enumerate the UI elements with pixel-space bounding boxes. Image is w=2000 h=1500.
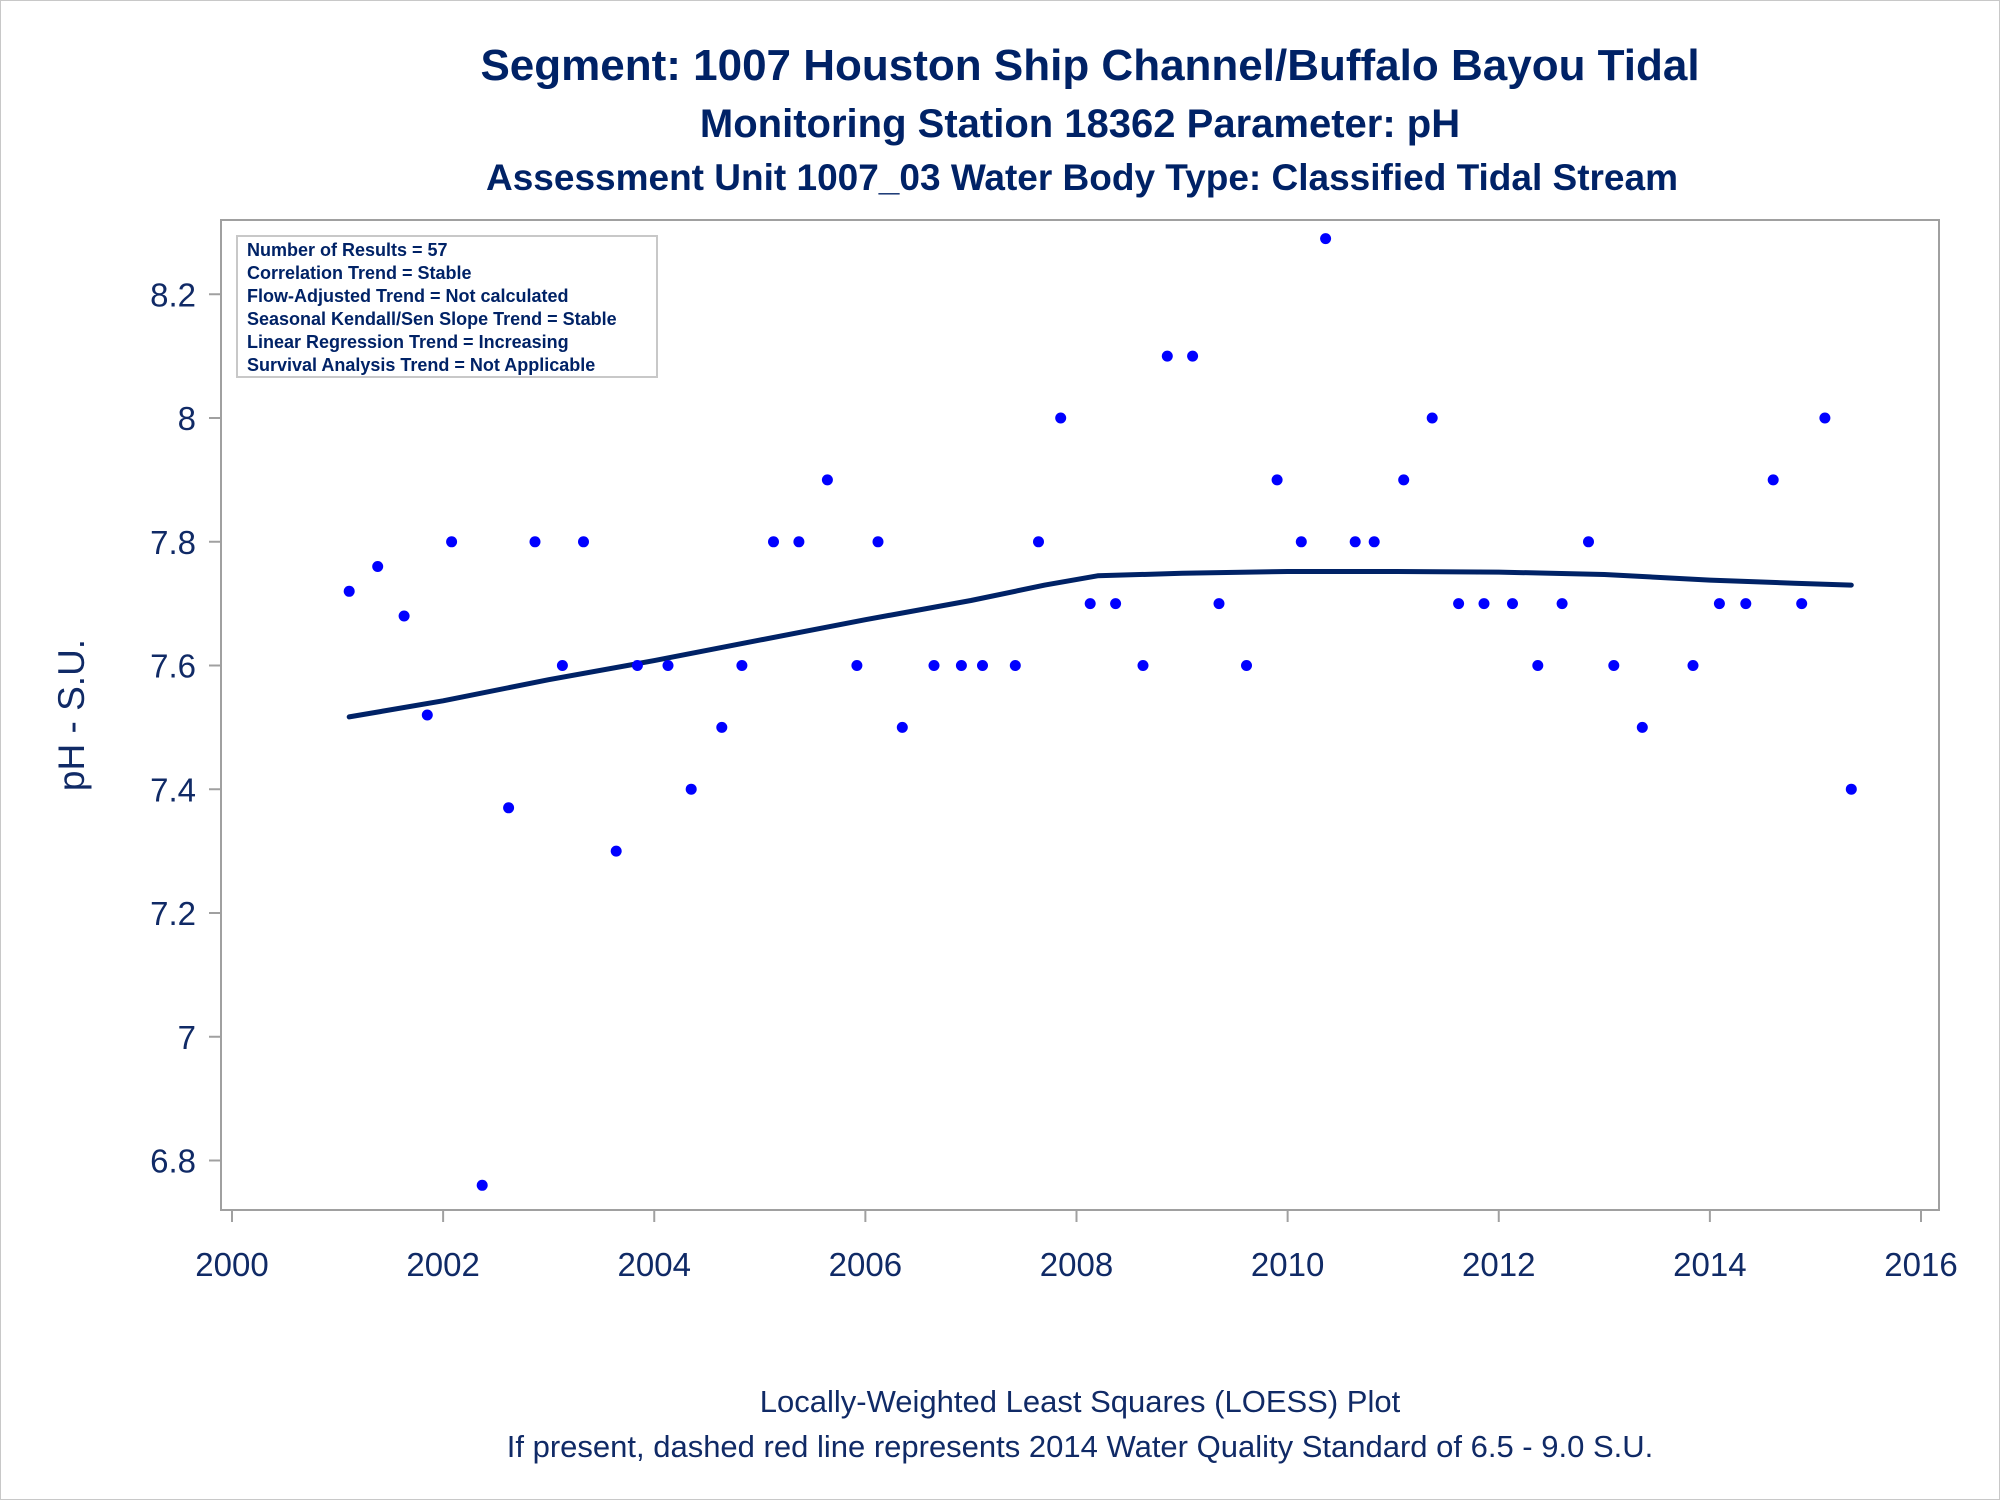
data-point [1583, 536, 1594, 548]
y-tick-label: 6.8 [150, 1143, 196, 1180]
data-point [1349, 536, 1361, 548]
data-point [955, 660, 967, 671]
legend-line: Number of Results = 57 [247, 240, 448, 260]
data-point [793, 536, 805, 548]
data-point [1532, 660, 1544, 671]
data-point [821, 474, 833, 486]
x-axis: 2000 2002 2004 2006 2008 2010 2012 2014 2016 [195, 1210, 1958, 1283]
data-point [1320, 233, 1332, 245]
data-point [1426, 412, 1438, 424]
data-point [476, 1179, 488, 1191]
plot-area [220, 219, 1940, 1211]
footnote-standard: If present, dashed red line represents 2… [507, 1429, 1654, 1464]
y-tick-label: 7.8 [150, 524, 196, 561]
data-point [1110, 598, 1122, 610]
legend-line: Flow-Adjusted Trend = Not calculated [247, 286, 569, 306]
data-point [1213, 598, 1225, 610]
data-point [1137, 660, 1149, 671]
data-point [1009, 660, 1021, 671]
data-point [1033, 536, 1044, 548]
data-point [736, 660, 748, 671]
data-point [398, 610, 410, 622]
data-point [446, 536, 458, 548]
data-point [1845, 783, 1857, 795]
legend-line: Seasonal Kendall/Sen Slope Trend = Stabl… [247, 309, 617, 329]
x-tick-label: 2004 [618, 1246, 691, 1283]
data-point [1398, 474, 1410, 486]
data-point [1767, 474, 1779, 486]
data-point [1796, 598, 1808, 610]
y-tick-label: 7.4 [150, 771, 196, 808]
data-point [662, 660, 674, 671]
data-point [1453, 598, 1465, 610]
data-point [529, 536, 541, 548]
data-point [578, 536, 589, 548]
legend-line: Correlation Trend = Stable [247, 263, 472, 283]
data-point [1084, 598, 1096, 610]
data-point [1687, 660, 1699, 671]
data-point [1187, 350, 1199, 362]
data-point [1713, 598, 1725, 610]
data-point [1368, 536, 1380, 548]
x-tick-label: 2002 [406, 1246, 479, 1283]
chart-subtitle-2: Assessment Unit 1007_03 Water Body Type:… [486, 157, 1678, 198]
footnote-method: Locally-Weighted Least Squares (LOESS) P… [760, 1384, 1401, 1419]
data-point [685, 783, 697, 795]
data-point [1819, 412, 1831, 424]
data-point [1241, 660, 1252, 671]
x-tick-label: 2016 [1884, 1246, 1957, 1283]
data-point [1161, 350, 1173, 362]
data-point [1295, 536, 1307, 548]
loess-trend-layer [346, 569, 1854, 720]
data-point [610, 845, 622, 857]
scatter-points-layer [343, 233, 1857, 1191]
chart-subtitle: Monitoring Station 18362 Parameter: pH [700, 102, 1460, 146]
stats-legend-box [236, 235, 658, 378]
data-point [896, 721, 908, 733]
x-tick-label: 2010 [1251, 1246, 1324, 1283]
y-tick-label: 8.2 [150, 276, 196, 313]
data-point [1055, 412, 1067, 424]
x-tick-label: 2014 [1673, 1246, 1746, 1283]
x-tick-label: 2012 [1462, 1246, 1535, 1283]
y-axis: 6.8 7 7.2 7.4 7.6 7.8 8 8.2 [150, 276, 221, 1180]
x-tick-label: 2008 [1040, 1246, 1113, 1283]
data-point [977, 660, 988, 671]
y-tick-label: 8 [178, 400, 196, 437]
data-point [851, 660, 863, 671]
data-point [1556, 598, 1568, 610]
y-tick-label: 7 [178, 1019, 196, 1056]
data-point [768, 536, 779, 548]
data-point [372, 561, 384, 572]
data-point [1478, 598, 1490, 610]
data-point [1271, 474, 1283, 486]
legend-line: Survival Analysis Trend = Not Applicable [247, 355, 595, 375]
legend-line: Linear Regression Trend = Increasing [247, 332, 569, 352]
y-tick-label: 7.2 [150, 895, 196, 932]
data-point [556, 660, 568, 671]
chart-title: Segment: 1007 Houston Ship Channel/Buffa… [480, 41, 1699, 90]
data-point [1740, 598, 1752, 610]
data-point [1507, 598, 1518, 610]
x-tick-label: 2000 [195, 1246, 268, 1283]
data-point [343, 585, 355, 597]
data-point [1636, 721, 1648, 733]
data-point [1608, 660, 1620, 671]
y-axis-label: pH - S.U. [51, 639, 92, 791]
data-point [716, 721, 728, 733]
data-point [421, 709, 433, 721]
loess-trend-line [346, 569, 1854, 720]
data-point [503, 802, 515, 814]
data-point [928, 660, 940, 671]
y-tick-label: 7.6 [150, 648, 196, 685]
data-point [872, 536, 884, 548]
x-tick-label: 2006 [829, 1246, 902, 1283]
stats-legend: Number of Results = 57 Correlation Trend… [236, 235, 658, 378]
data-point [631, 660, 643, 671]
